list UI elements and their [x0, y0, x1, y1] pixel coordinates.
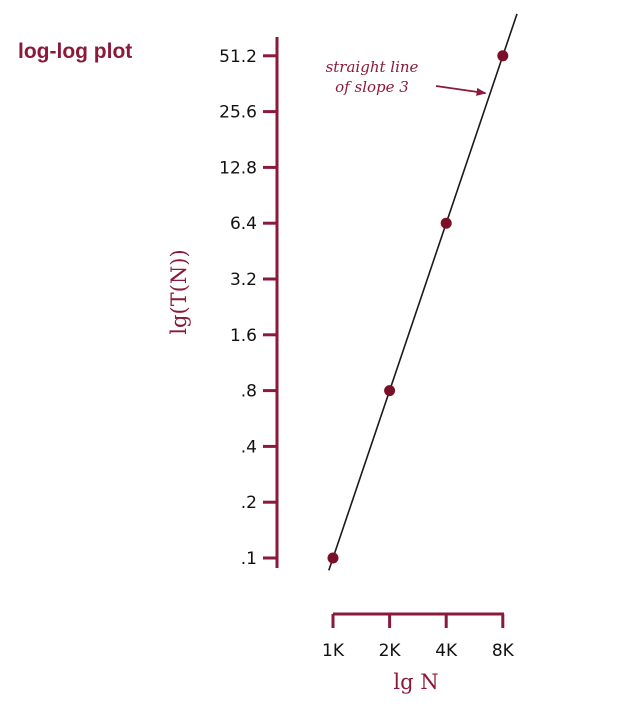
y-tick-label: 51.2	[219, 47, 257, 67]
y-tick-label: 6.4	[230, 214, 257, 234]
y-tick-label: .2	[241, 493, 257, 513]
data-point-4	[497, 50, 509, 62]
slope-annotation: straight line of slope 3	[326, 58, 487, 96]
data-points	[327, 50, 509, 564]
chart-title: log-log plot	[18, 40, 132, 63]
y-tick-label: 12.8	[219, 158, 257, 178]
x-axis-tick-labels: 1K 2K 4K 8K	[322, 641, 515, 661]
x-axis-label: lg N	[393, 670, 438, 694]
annotation-text-line-1: straight line	[326, 58, 419, 76]
y-tick-label: .4	[241, 437, 257, 457]
y-axis-ticks	[263, 54, 277, 560]
data-point-2	[384, 385, 396, 397]
x-tick-label: 4K	[435, 641, 458, 661]
y-axis-tick-labels: .1 .2 .4 .8 1.6 3.2 6.4 12.8 25.6 51.2	[219, 47, 257, 569]
y-tick-label: .1	[241, 549, 257, 569]
y-axis-label: lg(T(N))	[167, 249, 191, 334]
y-tick-label: 25.6	[219, 103, 257, 123]
y-tick-label: 1.6	[230, 326, 257, 346]
x-axis-ticks	[331, 614, 505, 628]
annotation-text-line-2: of slope 3	[335, 78, 409, 96]
y-tick-label: 3.2	[230, 270, 257, 290]
data-point-3	[440, 217, 452, 229]
x-tick-label: 8K	[492, 641, 515, 661]
x-tick-label: 1K	[322, 641, 345, 661]
y-tick-label: .8	[241, 382, 257, 402]
data-point-1	[327, 552, 339, 564]
slope-3-fit-line	[328, 13, 518, 571]
x-tick-label: 2K	[379, 641, 402, 661]
annotation-arrow	[435, 85, 487, 96]
